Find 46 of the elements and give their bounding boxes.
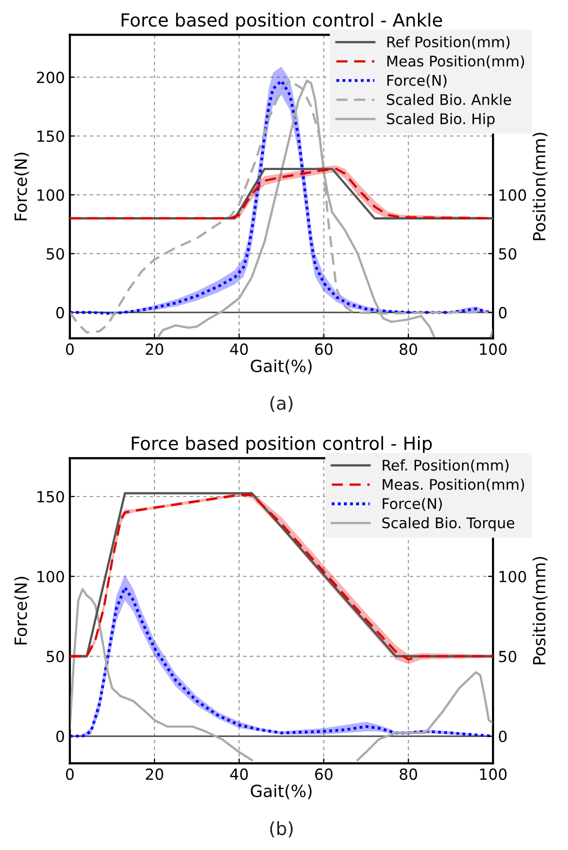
y-tick-label: 200 xyxy=(36,72,64,84)
text: (a) xyxy=(270,396,292,412)
legend-label: Meas Position(mm) xyxy=(387,55,524,68)
y-tick-label: 50 xyxy=(46,248,64,260)
y-tick-label: 150 xyxy=(38,490,64,503)
legend-label: Scaled Bio. Ankle xyxy=(386,94,512,106)
legend-label: Ref Position(mm) xyxy=(387,36,510,50)
y2-tick-label: 0 xyxy=(498,730,507,742)
x-tick-label: 40 xyxy=(230,343,248,355)
x-axis-title: Gait(%) xyxy=(250,784,312,800)
y-tick-label: 0 xyxy=(56,306,64,318)
legend-label: Force(N) xyxy=(387,74,446,88)
x-tick-label: 80 xyxy=(400,768,418,780)
y-tick-label: 100 xyxy=(38,570,64,582)
x-tick-label: 80 xyxy=(400,343,418,355)
legend-label: Scaled Bio. Torque xyxy=(382,517,514,532)
y-tick-label: 150 xyxy=(38,130,64,142)
x-axis-title: Gait(%) xyxy=(250,359,312,374)
y-tick-label: 100 xyxy=(38,189,64,201)
y-tick-label: 0 xyxy=(56,730,64,742)
x-tick-label: 40 xyxy=(230,768,248,780)
y2-tick-label: 100 xyxy=(500,570,526,582)
y2-axis-title: Position(mm) xyxy=(532,132,548,240)
x-tick-label: 0 xyxy=(66,343,74,355)
x-tick-label: 100 xyxy=(480,343,507,355)
y2-tick-label: 50 xyxy=(499,650,516,662)
legend-label: Scaled Bio. Hip xyxy=(386,113,495,128)
x-tick-label: 20 xyxy=(146,768,164,780)
y-tick-label: 50 xyxy=(46,650,64,662)
legend-label: Ref. Position(mm) xyxy=(382,459,508,472)
x-tick-label: 60 xyxy=(315,343,332,355)
y2-tick-label: 50 xyxy=(499,248,516,260)
y2-tick-label: 100 xyxy=(500,189,526,201)
legend-label: Meas. Position(mm) xyxy=(382,478,524,492)
x-tick-label: 100 xyxy=(480,768,507,780)
y2-axis-title: Position(mm) xyxy=(532,556,548,664)
chart-title: Force based position control - Hip xyxy=(132,436,432,454)
x-tick-label: 60 xyxy=(315,768,332,780)
x-tick-label: 20 xyxy=(146,343,164,355)
legend-label: Force(N) xyxy=(382,498,442,511)
x-tick-label: 0 xyxy=(66,768,74,780)
y-axis-title: Force(N) xyxy=(14,152,30,220)
y2-tick-label: 0 xyxy=(498,306,507,318)
chart-title: Force based position control - Ankle xyxy=(122,12,442,30)
text: (b) xyxy=(270,821,293,838)
y-axis-title: Force(N) xyxy=(14,576,30,644)
